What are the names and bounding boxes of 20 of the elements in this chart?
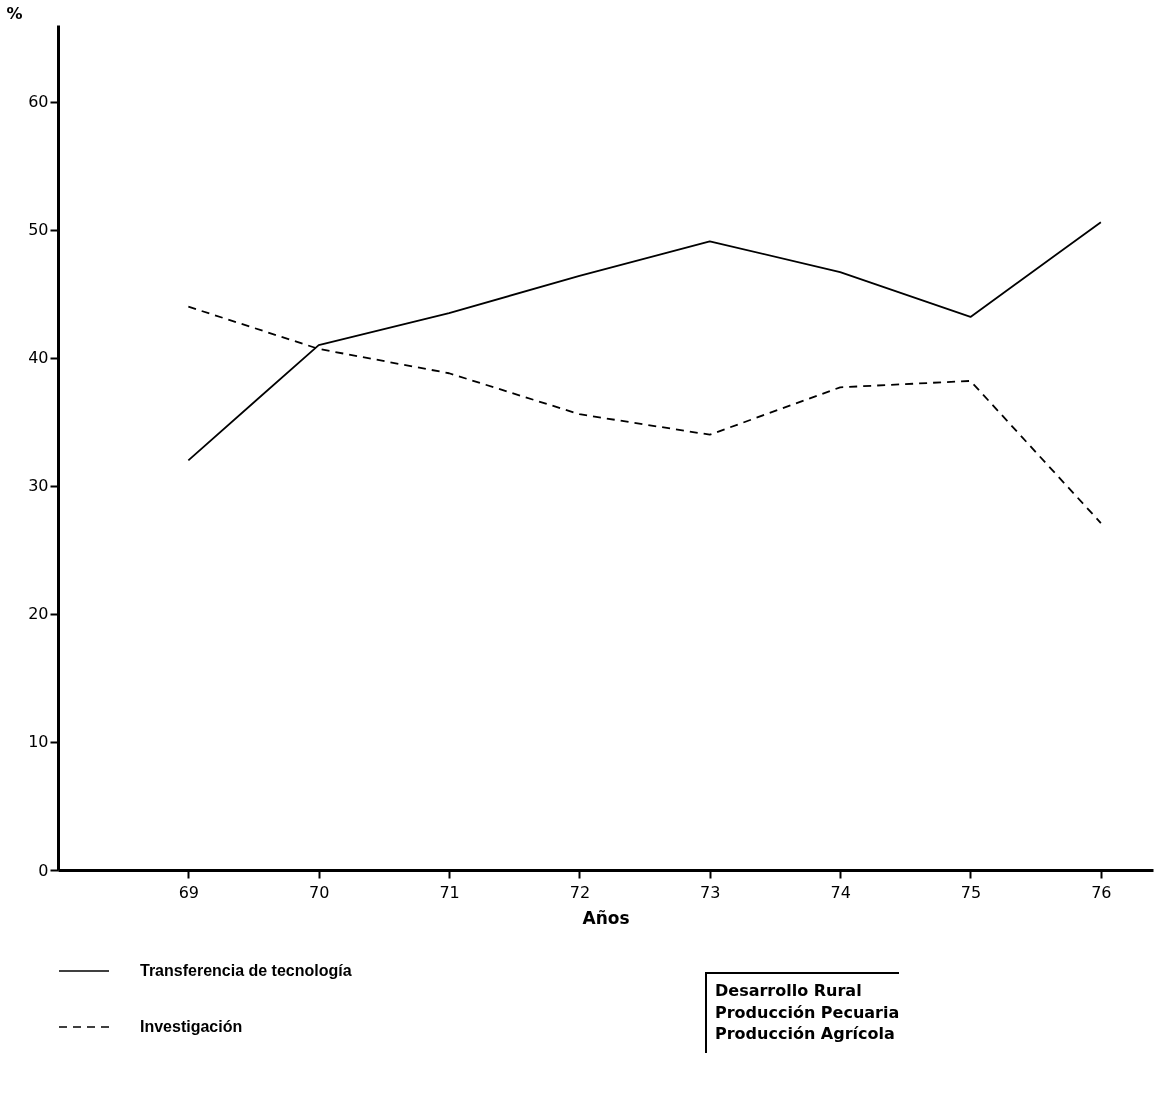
x-tick-label: 69 bbox=[178, 882, 200, 902]
y-tick-label: 40 bbox=[28, 348, 49, 368]
legend-label: Transferencia de tecnología bbox=[140, 962, 352, 979]
y-tick-label: 50 bbox=[28, 220, 49, 240]
legend-label: Investigación bbox=[140, 1018, 243, 1035]
x-tick-label: 74 bbox=[830, 882, 851, 902]
y-tick-label: 20 bbox=[28, 604, 49, 624]
x-tick-label: 72 bbox=[569, 882, 591, 902]
x-tick-label: 71 bbox=[439, 882, 460, 902]
x-tick-label: 75 bbox=[960, 882, 982, 902]
y-tick-label: 0 bbox=[38, 860, 49, 880]
text: Desarrollo Rural Producción Pecuaria Producción Agrícola bbox=[705, 972, 900, 1053]
x-tick-label: 73 bbox=[700, 882, 721, 902]
x-tick-label: 70 bbox=[309, 882, 330, 902]
x-axis-title: Años bbox=[582, 907, 630, 928]
y-tick-label: 30 bbox=[28, 476, 49, 496]
y-tick-label: 60 bbox=[28, 92, 49, 112]
y-tick-label: 10 bbox=[28, 732, 49, 752]
x-tick-label: 76 bbox=[1091, 882, 1112, 902]
y-axis-title: % bbox=[6, 3, 23, 23]
